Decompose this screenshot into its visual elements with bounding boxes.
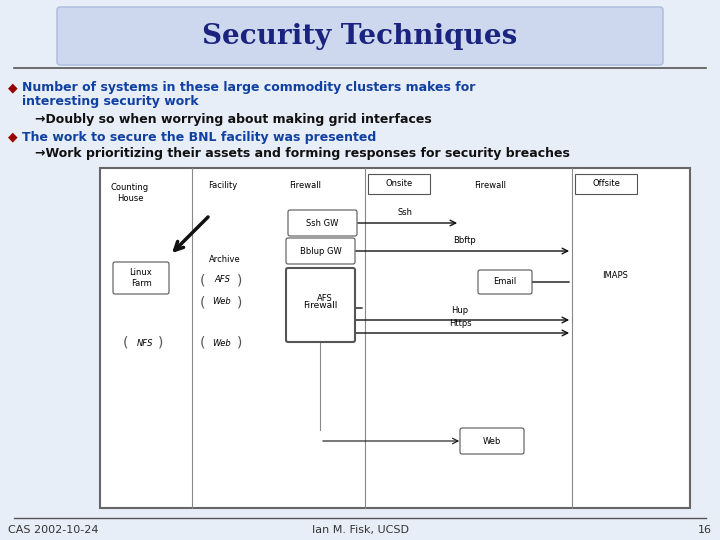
Text: Facility: Facility bbox=[208, 180, 238, 190]
Text: Email: Email bbox=[493, 278, 517, 287]
Text: ): ) bbox=[237, 273, 243, 287]
Text: AFS: AFS bbox=[317, 294, 333, 303]
Text: (: ( bbox=[200, 295, 205, 309]
Text: (: ( bbox=[200, 336, 205, 350]
Text: ): ) bbox=[237, 336, 243, 350]
Text: The work to secure the BNL facility was presented: The work to secure the BNL facility was … bbox=[22, 131, 377, 144]
Text: ◆: ◆ bbox=[8, 131, 17, 144]
Text: Web: Web bbox=[212, 298, 231, 307]
Text: ): ) bbox=[237, 295, 243, 309]
FancyBboxPatch shape bbox=[478, 270, 532, 294]
Text: CAS 2002-10-24: CAS 2002-10-24 bbox=[8, 525, 99, 535]
Text: ): ) bbox=[158, 336, 163, 350]
Text: interesting security work: interesting security work bbox=[22, 96, 199, 109]
FancyBboxPatch shape bbox=[288, 210, 357, 236]
Text: Web: Web bbox=[483, 436, 501, 446]
Text: Number of systems in these large commodity clusters makes for: Number of systems in these large commodi… bbox=[22, 82, 475, 94]
FancyBboxPatch shape bbox=[460, 428, 524, 454]
Text: Archive: Archive bbox=[209, 255, 241, 265]
FancyBboxPatch shape bbox=[57, 7, 663, 65]
Text: Web: Web bbox=[212, 339, 231, 348]
Text: (: ( bbox=[200, 273, 205, 287]
Text: Ssh GW: Ssh GW bbox=[306, 219, 338, 227]
Text: Ssh: Ssh bbox=[397, 208, 413, 217]
Text: IMAPS: IMAPS bbox=[602, 272, 628, 280]
Text: Bbftp: Bbftp bbox=[454, 236, 477, 245]
Text: 16: 16 bbox=[698, 525, 712, 535]
Text: Firewall: Firewall bbox=[474, 180, 506, 190]
FancyBboxPatch shape bbox=[286, 268, 355, 342]
FancyBboxPatch shape bbox=[286, 238, 355, 264]
Text: Ian M. Fisk, UCSD: Ian M. Fisk, UCSD bbox=[312, 525, 408, 535]
Bar bbox=[100, 168, 690, 508]
Text: Offsite: Offsite bbox=[592, 179, 620, 188]
Text: Https: Https bbox=[449, 319, 472, 328]
Bar bbox=[575, 174, 637, 194]
Text: →Work prioritizing their assets and forming responses for security breaches: →Work prioritizing their assets and form… bbox=[35, 147, 570, 160]
FancyBboxPatch shape bbox=[113, 262, 169, 294]
Text: Onsite: Onsite bbox=[385, 179, 413, 188]
Text: ◆: ◆ bbox=[8, 82, 17, 94]
Bar bbox=[368, 174, 430, 194]
Text: Firewall: Firewall bbox=[303, 300, 338, 309]
Text: NFS: NFS bbox=[137, 339, 153, 348]
Text: Counting
House: Counting House bbox=[111, 183, 149, 202]
Text: AFS: AFS bbox=[214, 275, 230, 285]
Text: Hup: Hup bbox=[451, 306, 469, 315]
Text: →Doubly so when worrying about making grid interfaces: →Doubly so when worrying about making gr… bbox=[35, 112, 432, 125]
Text: (: ( bbox=[123, 336, 128, 350]
Text: Bblup GW: Bblup GW bbox=[300, 246, 341, 255]
Text: Security Techniques: Security Techniques bbox=[202, 23, 518, 50]
Text: Linux
Farm: Linux Farm bbox=[130, 268, 153, 288]
Text: Firewall: Firewall bbox=[289, 180, 321, 190]
